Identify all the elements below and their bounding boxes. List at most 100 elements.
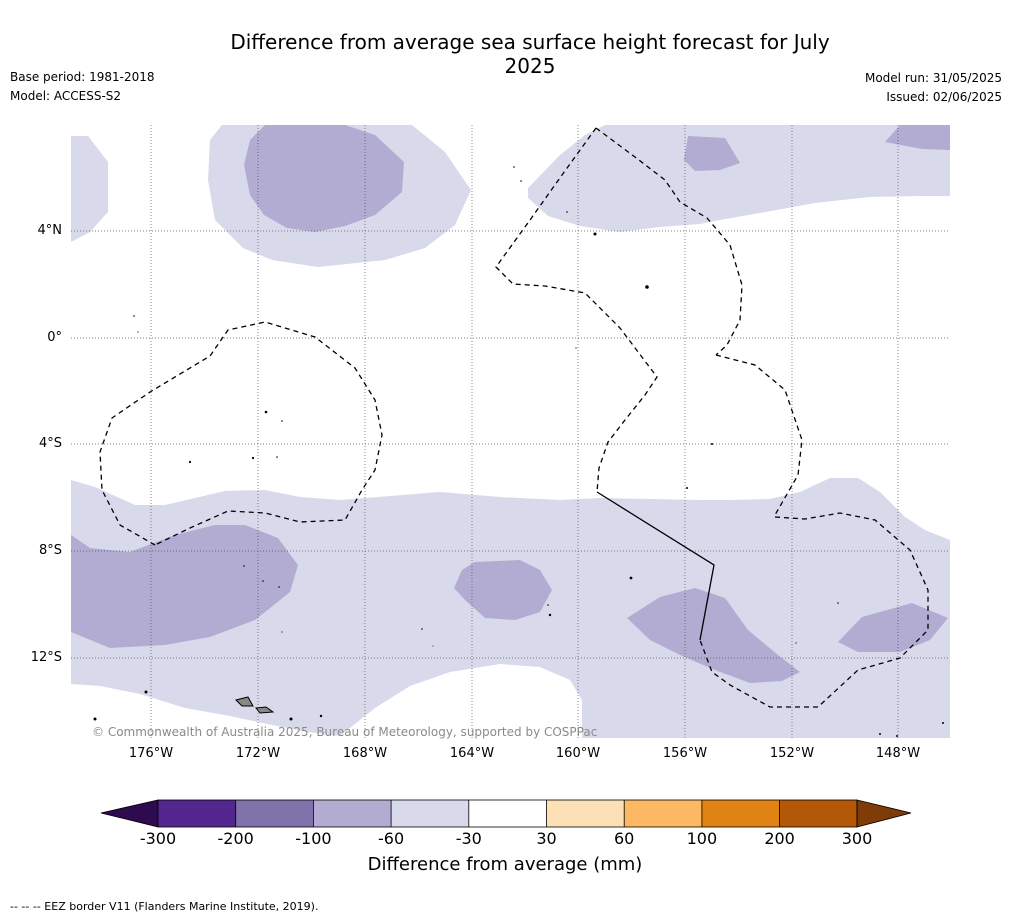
colorbar-tick-label: -100	[295, 829, 332, 848]
island-dot	[278, 586, 280, 588]
colorbar-swatch	[391, 800, 469, 827]
colorbar-tick-label: 200	[764, 829, 795, 848]
island-dot	[93, 717, 97, 721]
island-dot	[879, 733, 881, 735]
colorbar-swatch	[701, 800, 780, 827]
model-run-text: Model run: 31/05/2025	[864, 71, 1002, 85]
island-dot	[137, 331, 139, 333]
lat-label-4n: 4°N	[37, 223, 63, 238]
copyright-notice: © Commonwealth of Australia 2025, Bureau…	[92, 725, 598, 739]
colorbar-swatch	[779, 800, 857, 827]
colorbar-tick-label: 100	[686, 829, 718, 848]
colorbar-tick-label: 300	[841, 829, 873, 848]
base-period-text: Base period: 1981-2018	[10, 70, 155, 84]
negative-anomaly-south-east-2	[838, 603, 948, 652]
colorbar	[100, 799, 912, 828]
negative-anomaly-north-1	[244, 125, 404, 232]
gridlines	[71, 125, 950, 738]
meta-left: Base period: 1981-2018 Model: ACCESS-S2	[10, 68, 155, 106]
samoa-island-2	[255, 706, 275, 714]
negative-anomaly-south-central	[454, 560, 552, 620]
island-dot	[593, 232, 597, 236]
island-dot	[645, 285, 649, 289]
lon-label-160w: 160°W	[555, 746, 601, 761]
island-dot	[548, 613, 552, 617]
island-dot	[795, 642, 797, 644]
colorbar-tick-label: 60	[614, 829, 635, 848]
island-dot	[281, 631, 283, 633]
neutral-region-north-west	[71, 125, 950, 540]
negative-anomaly-south-east-1	[627, 588, 800, 683]
colorbar-tick-label: -60	[378, 829, 405, 848]
island-dot	[133, 315, 135, 317]
island-dot	[319, 714, 323, 718]
samoa-island-1	[235, 696, 254, 707]
colorbar-tick-label: -30	[455, 829, 482, 848]
island-dot	[264, 410, 268, 414]
colorbar-swatch	[468, 800, 547, 827]
island-dot	[629, 576, 633, 580]
island-dot	[188, 460, 192, 464]
island-dot	[896, 735, 898, 737]
island-dot	[520, 180, 522, 182]
colorbar-title: Difference from average (mm)	[367, 854, 643, 875]
colorbar-swatch	[313, 800, 392, 827]
island-dot	[421, 628, 423, 630]
map-field	[71, 125, 950, 738]
island-dot	[711, 443, 713, 445]
island-dot	[432, 645, 434, 647]
chart-title: Difference from average sea surface heig…	[230, 30, 830, 78]
eez-border-west	[99, 321, 383, 546]
eez-border-central	[495, 127, 658, 493]
colorbar-swatch	[624, 800, 702, 827]
island-dot	[575, 347, 577, 349]
colorbar-tick-label: -200	[217, 829, 254, 848]
model-text: Model: ACCESS-S2	[10, 89, 122, 103]
colorbar-extend-low	[100, 799, 159, 828]
lat-label-8s: 8°S	[38, 543, 62, 558]
colorbar-outline	[157, 799, 858, 828]
colorbar-swatch	[235, 800, 314, 827]
meta-right: Model run: 31/05/2025 Issued: 02/06/2025	[865, 69, 1002, 107]
island-dot	[547, 604, 549, 606]
colorbar-tick-label: 30	[536, 829, 557, 848]
island-dot	[251, 456, 255, 460]
lon-label-148w: 148°W	[875, 746, 921, 761]
colorbar-tick-label: -300	[139, 829, 177, 848]
lon-label-176w: 176°W	[128, 746, 174, 761]
island-dot	[144, 690, 148, 694]
colorbar-dividers	[235, 800, 780, 827]
islands	[93, 166, 944, 737]
neutral-region-south	[71, 664, 582, 738]
lat-label-12s: 12°S	[30, 650, 62, 665]
lon-label-172w: 172°W	[235, 746, 281, 761]
lat-label-4s: 4°S	[38, 436, 62, 451]
island-dot	[513, 166, 515, 168]
eez-border-east	[715, 354, 803, 516]
lat-label-0: 0°	[47, 330, 62, 345]
lon-label-168w: 168°W	[342, 746, 388, 761]
island-dot	[566, 211, 568, 213]
issued-text: Issued: 02/06/2025	[886, 90, 1002, 104]
eez-borders	[99, 127, 929, 708]
eez-border-solid-segment	[596, 491, 715, 641]
island-dot	[262, 580, 264, 582]
colorbar-extend-high	[856, 799, 912, 828]
lon-label-156w: 156°W	[662, 746, 708, 761]
island-dot	[942, 722, 944, 724]
negative-anomaly-south-west	[71, 525, 298, 648]
island-dot	[276, 456, 278, 458]
colorbar-swatch	[158, 800, 236, 827]
island-dot	[837, 602, 839, 604]
negative-anomaly-north-3	[885, 125, 950, 150]
colorbar-swatch	[546, 800, 625, 827]
island-dot	[281, 420, 283, 422]
island-dot	[243, 565, 245, 567]
island-dot	[686, 487, 688, 489]
negative-anomaly-north-2	[684, 136, 740, 171]
island-dot	[289, 717, 293, 721]
lon-label-164w: 164°W	[449, 746, 495, 761]
lon-label-152w: 152°W	[769, 746, 815, 761]
eez-border-north-east	[595, 127, 743, 356]
